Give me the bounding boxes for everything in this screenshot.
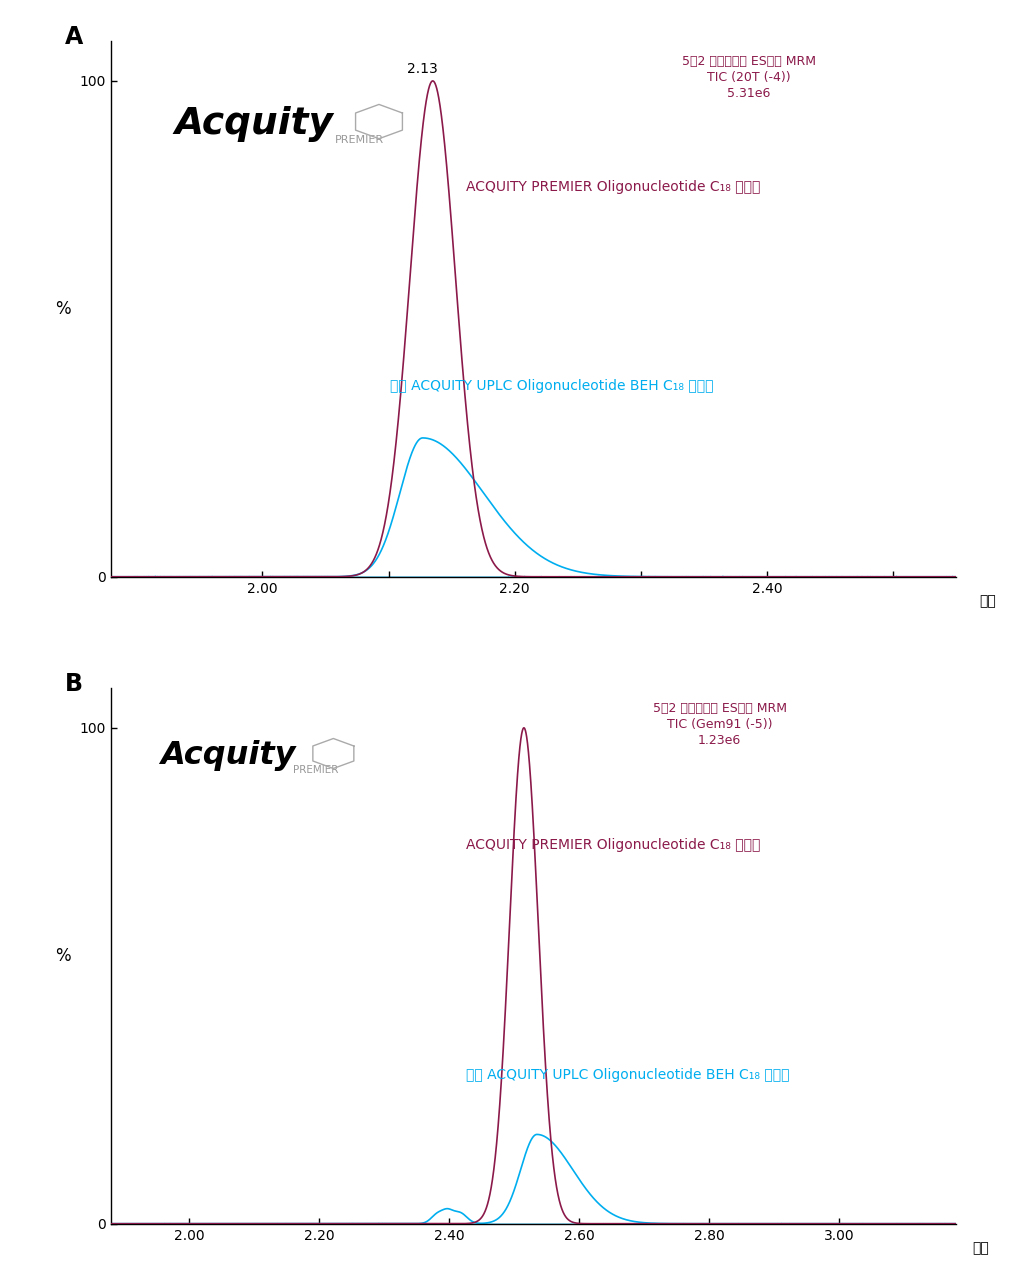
Text: B: B xyxy=(65,672,83,696)
Text: 標準 ACQUITY UPLC Oligonucleotide BEH C₁₈ カラム: 標準 ACQUITY UPLC Oligonucleotide BEH C₁₈ … xyxy=(390,379,713,393)
Text: PREMIER: PREMIER xyxy=(293,764,338,774)
Text: ACQUITY PREMIER Oligonucleotide C₁₈ カラム: ACQUITY PREMIER Oligonucleotide C₁₈ カラム xyxy=(466,838,761,852)
Y-axis label: %: % xyxy=(55,947,71,965)
Text: 2.13: 2.13 xyxy=(408,63,438,77)
Text: 5.31e6: 5.31e6 xyxy=(727,87,771,100)
Text: Acquity: Acquity xyxy=(175,106,333,142)
Text: TIC (20T (-4)): TIC (20T (-4)) xyxy=(707,70,791,83)
Text: 時間: 時間 xyxy=(973,1242,989,1254)
Y-axis label: %: % xyxy=(55,300,71,317)
Text: ACQUITY PREMIER Oligonucleotide C₁₈ カラム: ACQUITY PREMIER Oligonucleotide C₁₈ カラム xyxy=(466,180,761,195)
Text: 5：2 チャンネル ES－の MRM: 5：2 チャンネル ES－の MRM xyxy=(653,701,787,714)
Text: TIC (Gem91 (-5)): TIC (Gem91 (-5)) xyxy=(667,718,772,731)
Text: 時間: 時間 xyxy=(979,594,996,608)
Text: A: A xyxy=(65,26,83,49)
Text: 標準 ACQUITY UPLC Oligonucleotide BEH C₁₈ カラム: 標準 ACQUITY UPLC Oligonucleotide BEH C₁₈ … xyxy=(466,1069,790,1083)
Text: PREMIER: PREMIER xyxy=(335,136,384,146)
Text: 5：2 チャンネル ES－の MRM: 5：2 チャンネル ES－の MRM xyxy=(682,55,816,68)
Text: 1.23e6: 1.23e6 xyxy=(698,733,742,746)
Text: Acquity: Acquity xyxy=(160,740,296,771)
